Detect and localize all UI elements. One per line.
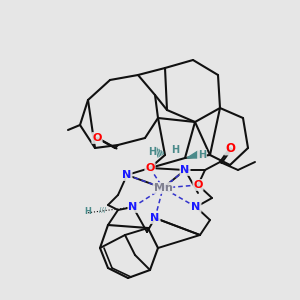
Text: ///: ///	[99, 207, 106, 213]
Polygon shape	[187, 151, 202, 158]
Text: H: H	[171, 145, 179, 155]
Text: Mn: Mn	[154, 183, 172, 193]
Text: H: H	[85, 208, 92, 217]
Text: H: H	[198, 150, 206, 160]
Text: N: N	[150, 213, 160, 223]
Text: H: H	[148, 147, 156, 157]
Text: O: O	[92, 133, 102, 143]
Text: N: N	[128, 202, 138, 212]
Text: N: N	[180, 165, 190, 175]
Text: O: O	[225, 142, 235, 154]
Text: N: N	[191, 202, 201, 212]
Text: O: O	[145, 163, 155, 173]
Text: O: O	[193, 180, 203, 190]
Text: N: N	[122, 170, 132, 180]
